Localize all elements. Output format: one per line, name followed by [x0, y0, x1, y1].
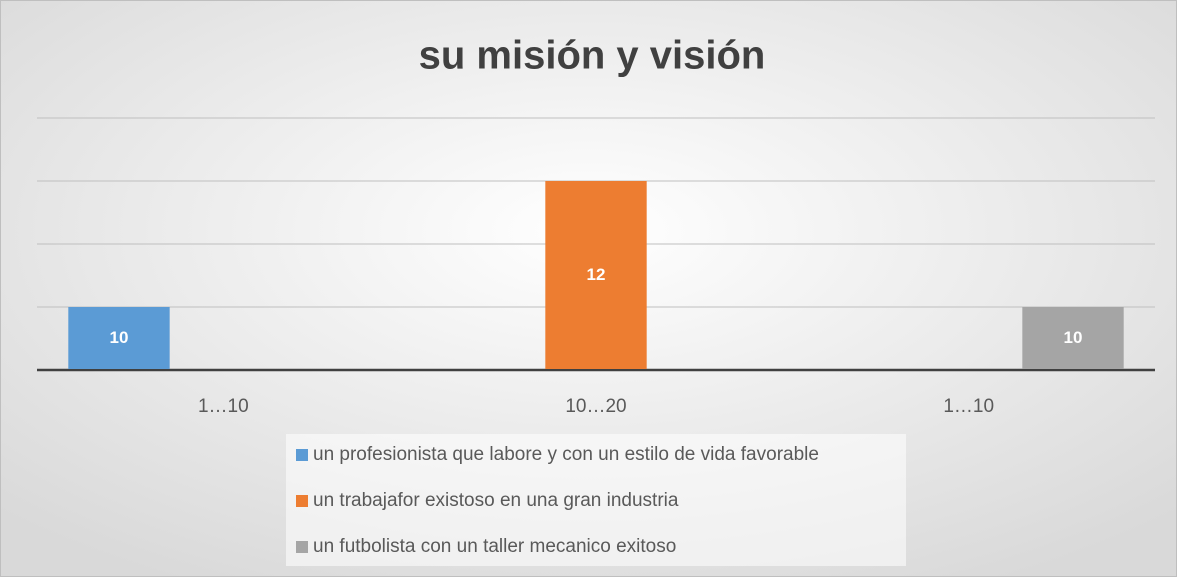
bar [68, 307, 170, 369]
data-label: 10 [110, 328, 129, 347]
x-tick-label: 10…20 [565, 396, 626, 417]
bar [1022, 307, 1124, 369]
legend-label: un futbolista con un taller mecanico exi… [313, 536, 676, 557]
legend-label: un profesionista que labore y con un est… [313, 444, 819, 465]
x-tick-label: 1…10 [198, 396, 249, 417]
x-tick-label: 1…10 [943, 396, 994, 417]
legend-background [286, 434, 906, 566]
legend-swatch [296, 541, 308, 553]
legend-label: un trabajafor existoso en una gran indus… [313, 490, 679, 511]
chart-title: su misión y visión [419, 34, 766, 78]
data-label: 12 [587, 265, 606, 284]
legend-swatch [296, 495, 308, 507]
data-label: 10 [1064, 328, 1083, 347]
legend-swatch [296, 449, 308, 461]
bar [545, 181, 647, 369]
